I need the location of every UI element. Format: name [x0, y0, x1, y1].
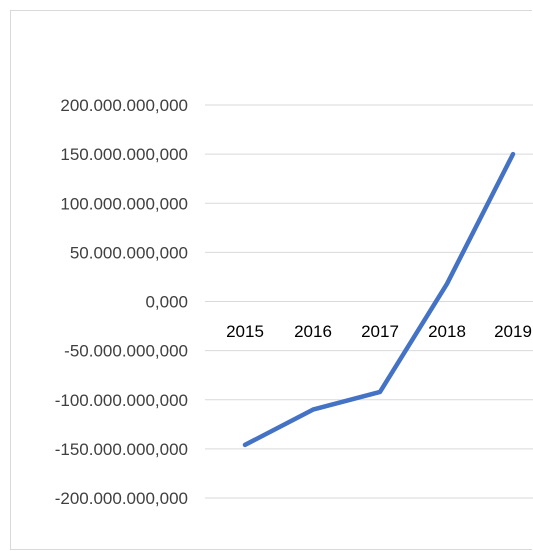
y-tick-label: 150.000.000,000	[60, 145, 188, 164]
y-tick-label: 0,000	[145, 293, 188, 312]
y-tick-label: -100.000.000,000	[55, 391, 188, 410]
x-category-label: 2015	[226, 322, 264, 341]
y-tick-label: -200.000.000,000	[55, 489, 188, 508]
x-category-label: 2018	[428, 322, 466, 341]
y-tick-label: 200.000.000,000	[60, 96, 188, 115]
x-category-label: 2019	[494, 322, 532, 341]
series-line	[242, 151, 516, 448]
x-category-label: 2016	[294, 322, 332, 341]
y-tick-label: 50.000.000,000	[70, 243, 188, 262]
y-tick-label: -150.000.000,000	[55, 440, 188, 459]
y-tick-label: -50.000.000,000	[64, 342, 188, 361]
y-tick-label: 100.000.000,000	[60, 194, 188, 213]
chart-area	[10, 10, 532, 550]
x-category-label: 2017	[361, 322, 399, 341]
